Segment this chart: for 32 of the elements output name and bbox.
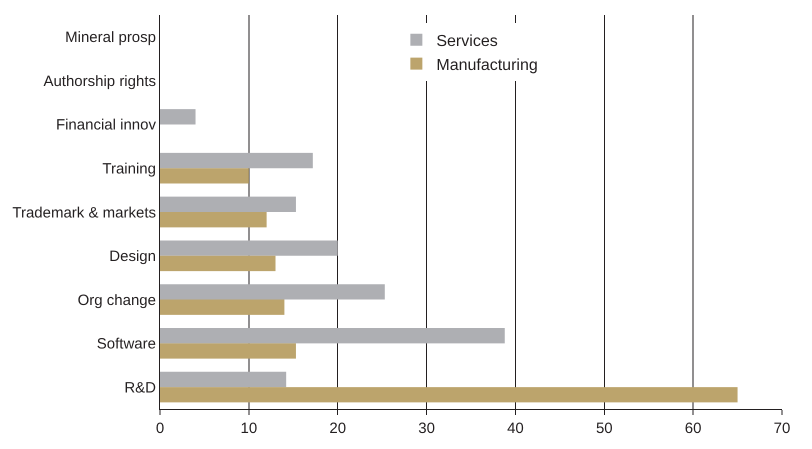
y-tick-label: Software: [96, 336, 156, 353]
legend-label: Services: [436, 33, 498, 50]
bar: [160, 168, 249, 184]
bar: [160, 300, 284, 315]
bar: [160, 152, 313, 168]
y-tick-label: Mineral prosp: [65, 29, 156, 46]
x-tick-label: 20: [329, 420, 346, 437]
x-tick-label: 50: [596, 420, 613, 437]
y-tick-label: Org change: [78, 292, 156, 309]
y-tick-label: R&D: [124, 379, 156, 396]
bar: [160, 256, 276, 272]
bar: [160, 196, 296, 212]
bar: [160, 328, 505, 344]
x-tick-label: 40: [507, 420, 524, 437]
bar: [160, 343, 296, 359]
y-tick-label: Authorship rights: [43, 72, 156, 90]
x-tick-label: 70: [774, 420, 790, 437]
bar: [160, 372, 286, 388]
y-tick-label: Financial innov: [56, 116, 156, 134]
bar: [160, 284, 385, 300]
x-tick-label: 0: [156, 420, 164, 437]
bar: [160, 212, 267, 228]
x-tick-label: 60: [684, 420, 702, 437]
y-tick-label: Training: [102, 160, 156, 178]
legend-label: Manufacturing: [436, 56, 538, 74]
x-tick-label: 10: [240, 420, 258, 437]
bar: [160, 109, 196, 124]
bar: [160, 387, 738, 402]
x-tick-label: 30: [418, 420, 435, 437]
y-tick-label: Design: [109, 248, 156, 266]
bar: [160, 240, 338, 256]
y-tick-label: Trademark & markets: [12, 204, 156, 222]
